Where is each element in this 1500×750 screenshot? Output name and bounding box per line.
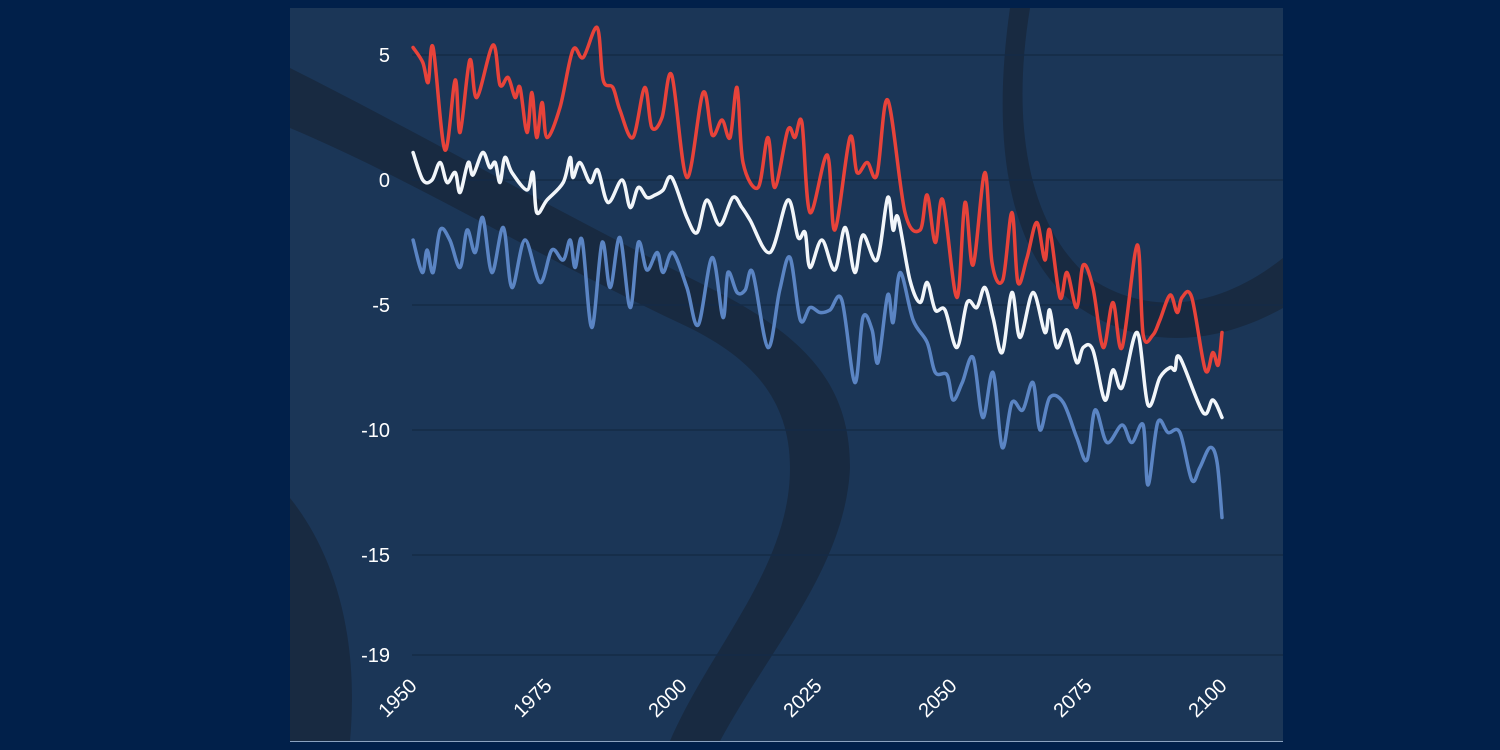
- series-line-white: [411, 150, 1224, 420]
- chart-panel: 5 0 -5 -10 -15 -19 1950 1975 2000 2025 2050 2075 21…: [290, 8, 1283, 742]
- y-tick-label: -5: [372, 295, 390, 317]
- x-tick-label: 2100: [1185, 675, 1232, 722]
- x-tick-label: 1975: [510, 675, 557, 722]
- x-tick-label: 2025: [780, 675, 827, 722]
- y-tick-label: -19: [361, 645, 390, 667]
- y-axis: 5 0 -5 -10 -15 -19: [361, 45, 390, 667]
- line-chart: 50-5-10-15-19 1950 1975 2000 2025 2050 2075 21…: [290, 8, 1283, 741]
- x-tick-label: 1950: [375, 675, 422, 722]
- y-tick-label: -10: [361, 420, 390, 442]
- map-dark-band: [290, 68, 850, 741]
- map-dark-band: [1002, 8, 1283, 338]
- x-axis: 1950 1975 2000 2025 2050 2075 2100: [375, 675, 1232, 722]
- y-tick-label: 0: [379, 170, 390, 192]
- grid-lines: [412, 54, 1283, 656]
- x-tick-label: 2050: [915, 675, 962, 722]
- map-dark-band: [290, 498, 352, 741]
- y-tick-label: 5: [379, 45, 390, 67]
- series-line-blue: [411, 215, 1224, 520]
- x-tick-label: 2075: [1050, 675, 1097, 722]
- series-group: [411, 25, 1224, 520]
- y-tick-label: -15: [361, 545, 390, 567]
- series-line-red: [411, 25, 1224, 374]
